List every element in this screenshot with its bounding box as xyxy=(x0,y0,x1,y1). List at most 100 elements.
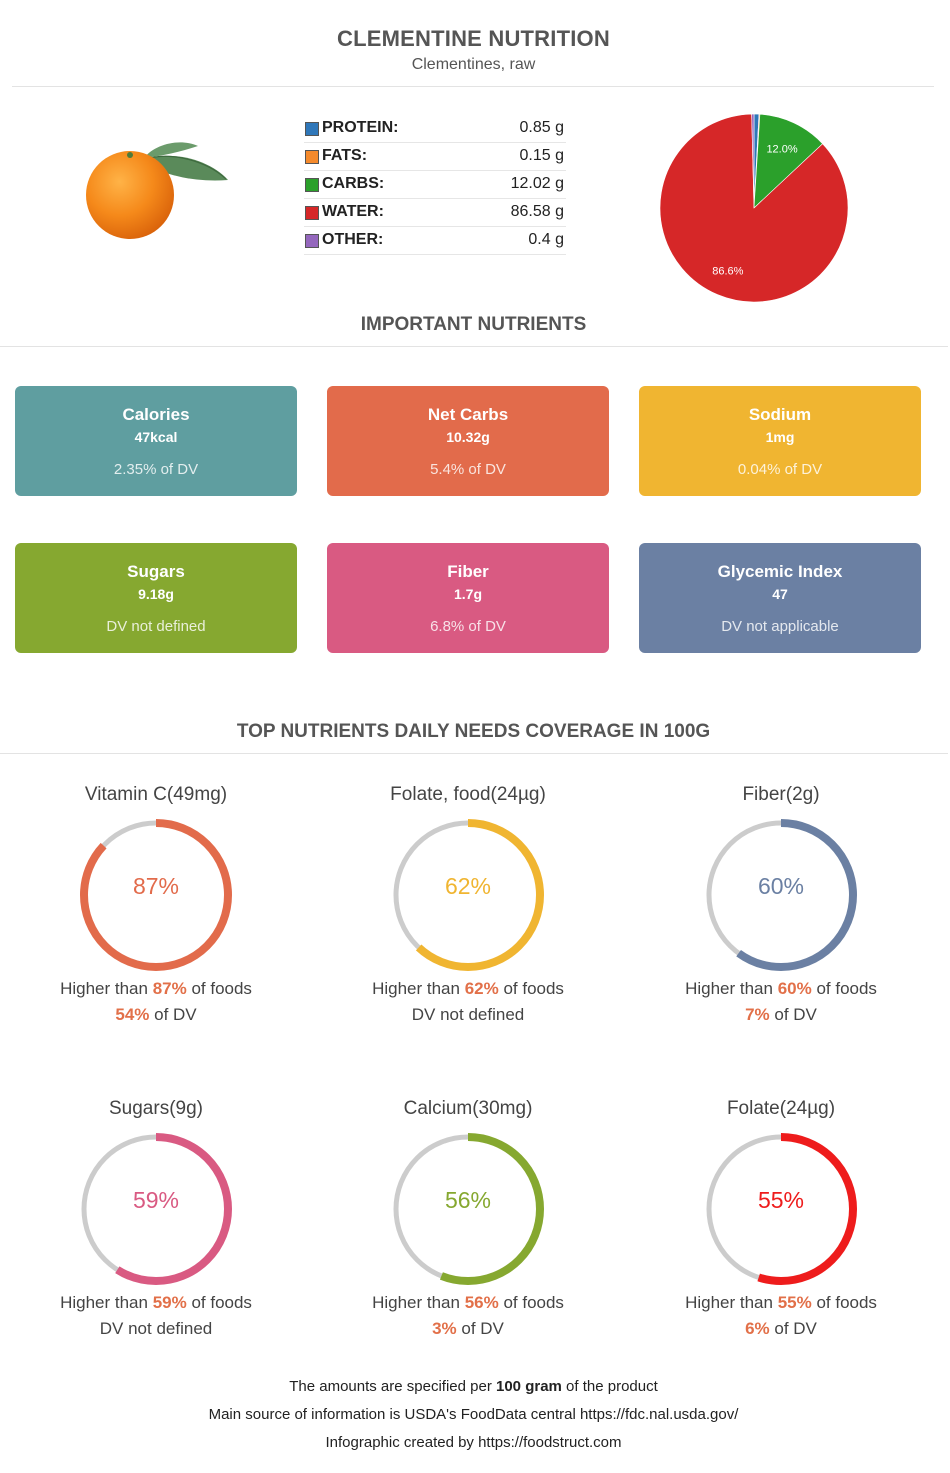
nutrient-card-dv: 0.04% of DV xyxy=(737,461,823,478)
coverage-dv-pct: 3% xyxy=(432,1319,457,1338)
coverage-higher-pre: Higher than xyxy=(685,1293,778,1312)
macro-name: WATER: xyxy=(322,203,384,220)
coverage-higher-pre: Higher than xyxy=(685,979,778,998)
coverage-higher-than: Higher than 56% of foods xyxy=(312,1293,624,1313)
macro-swatch xyxy=(305,122,319,136)
coverage-percent: 56% xyxy=(444,1187,492,1213)
pie-label: 12.0% xyxy=(766,143,797,155)
coverage-higher-than: Higher than 59% of foods xyxy=(0,1293,312,1313)
coverage-dv-pct: 54% xyxy=(115,1005,150,1024)
coverage-higher-post: of foods xyxy=(498,979,564,998)
nutrient-card: Fiber 1.7g 6.8% of DV xyxy=(327,543,609,653)
coverage-dv-pct: 6% xyxy=(745,1319,770,1338)
coverage-higher-post: of foods xyxy=(811,979,877,998)
coverage-higher-than: Higher than 87% of foods xyxy=(0,979,312,999)
macro-row: FATS: 0.15 g xyxy=(304,143,566,171)
footer-source: Main source of information is USDA's Foo… xyxy=(208,1406,739,1423)
nutrient-card: Sodium 1mg 0.04% of DV xyxy=(639,386,921,496)
coverage-ring-arc xyxy=(392,819,544,971)
coverage-dv: 6% of DV xyxy=(625,1319,937,1339)
coverage-ring-arc xyxy=(80,1133,232,1285)
coverage-percent: 62% xyxy=(444,873,492,899)
coverage-item: Folate, food(24µg) 62% Higher than 62% of … xyxy=(312,784,624,1044)
macro-swatch xyxy=(305,178,319,192)
coverage-ring xyxy=(392,819,544,971)
coverage-percent: 59% xyxy=(132,1187,180,1213)
coverage-higher-pct: 87% xyxy=(152,979,187,998)
coverage-item: Vitamin C(49mg) 87% Higher than 87% of foo… xyxy=(0,784,312,1044)
header-divider xyxy=(12,86,934,87)
coverage-ring-arc xyxy=(705,1133,857,1285)
coverage-dv-text: of DV xyxy=(456,1319,504,1338)
coverage-higher-pct: 62% xyxy=(464,979,499,998)
coverage-higher-post: of foods xyxy=(186,979,252,998)
nutrient-card-value: 9.18g xyxy=(138,586,174,602)
coverage-dv: 54% of DV xyxy=(0,1005,312,1025)
macro-pie-chart: 12.0% 86.6% xyxy=(659,113,849,303)
coverage-ring xyxy=(392,1133,544,1285)
coverage-higher-pct: 60% xyxy=(777,979,812,998)
macro-row: CARBS: 12.02 g xyxy=(304,171,566,199)
macro-table: PROTEIN: 0.85 g FATS: 0.15 g CARBS: 12.02 g WA… xyxy=(304,115,566,255)
page-title: CLEMENTINE NUTRITION xyxy=(337,26,610,51)
coverage-dv-text: DV not defined xyxy=(99,1319,213,1338)
coverage-dv-text: of DV xyxy=(149,1005,197,1024)
coverage-dv: DV not defined xyxy=(312,1005,624,1025)
nutrient-card-value: 1.7g xyxy=(453,586,482,602)
coverage-higher-pre: Higher than xyxy=(372,979,465,998)
coverage-name: Vitamin C(49mg) xyxy=(84,784,228,805)
coverage-ring-arc xyxy=(705,819,857,971)
macro-value: 0.85 g xyxy=(519,119,564,136)
macro-swatch xyxy=(305,206,319,220)
coverage-higher-pre: Higher than xyxy=(60,1293,153,1312)
nutrient-card-dv: 2.35% of DV xyxy=(113,461,199,478)
nutrient-card-value: 47kcal xyxy=(134,429,178,445)
macro-name: OTHER: xyxy=(322,231,384,248)
coverage-dv-pct: 7% xyxy=(745,1005,770,1024)
pie-slice-other xyxy=(751,113,755,209)
footer-amount-pre: The amounts are specified per xyxy=(289,1378,496,1395)
coverage-higher-pct: 55% xyxy=(777,1293,812,1312)
coverage-ring xyxy=(705,1133,857,1285)
coverage-name: Folate, food(24µg) xyxy=(390,784,546,805)
coverage-ring-arc xyxy=(80,819,232,971)
coverage-higher-than: Higher than 62% of foods xyxy=(312,979,624,999)
macro-row: WATER: 86.58 g xyxy=(304,199,566,227)
macro-value: 0.15 g xyxy=(519,147,564,164)
pie-slice-carbs xyxy=(753,113,824,209)
pie-slice-water xyxy=(659,113,849,303)
macro-name: FATS: xyxy=(322,147,368,164)
macro-name: CARBS: xyxy=(322,175,385,192)
coverage-dv: 7% of DV xyxy=(625,1005,937,1025)
nutrient-card-name: Calories xyxy=(122,405,190,424)
nutrient-card: Net Carbs 10.32g 5.4% of DV xyxy=(327,386,609,496)
nutrient-card: Glycemic Index 47 DV not applicable xyxy=(639,543,921,653)
coverage-percent: 55% xyxy=(757,1187,805,1213)
coverage-dv: DV not defined xyxy=(0,1319,312,1339)
footer-credit: Infographic created by https://foodstruc… xyxy=(325,1434,622,1451)
nutrient-card-value: 47 xyxy=(772,586,788,602)
coverage-dv-text: of DV xyxy=(769,1005,817,1024)
pie-label: 86.6% xyxy=(712,265,743,277)
coverage-ring-arc xyxy=(392,1133,544,1285)
coverage-dv: 3% of DV xyxy=(312,1319,624,1339)
macro-value: 0.4 g xyxy=(528,231,564,248)
macro-swatch xyxy=(305,150,319,164)
important-nutrients-title: IMPORTANT NUTRIENTS xyxy=(360,314,587,335)
coverage-name: Calcium(30mg) xyxy=(403,1098,533,1119)
coverage-item: Fiber(2g) 60% Higher than 60% of foods 7% o… xyxy=(625,784,937,1044)
nutrient-card-value: 1mg xyxy=(765,429,795,445)
coverage-name: Folate(24µg) xyxy=(726,1098,836,1119)
coverage-name: Fiber(2g) xyxy=(742,784,820,805)
coverage-dv-text: of DV xyxy=(769,1319,817,1338)
page-subtitle: Clementines, raw xyxy=(411,56,536,73)
nutrient-card-name: Glycemic Index xyxy=(717,562,843,581)
nutrient-card-dv: DV not applicable xyxy=(721,618,839,635)
footer-amount-note: The amounts are specified per 100 gram o… xyxy=(0,1378,947,1395)
footer-amount-bold: 100 gram xyxy=(496,1378,562,1395)
coverage-higher-pre: Higher than xyxy=(60,979,153,998)
coverage-higher-pre: Higher than xyxy=(372,1293,465,1312)
coverage-item: Calcium(30mg) 56% Higher than 56% of foods… xyxy=(312,1098,624,1358)
macro-name: PROTEIN: xyxy=(322,119,399,136)
macro-value: 86.58 g xyxy=(510,203,564,220)
